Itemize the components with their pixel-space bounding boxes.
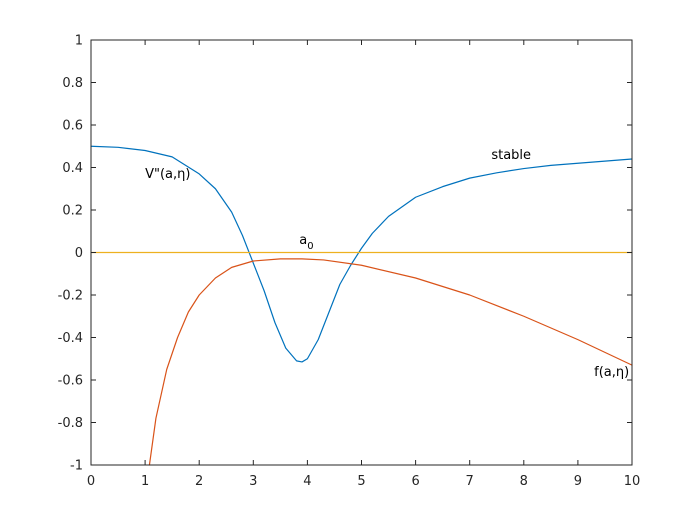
ticks-layer [90, 39, 633, 466]
y-tick-label: -0.4 [58, 331, 83, 346]
y-tick-label: -0.8 [58, 416, 83, 431]
annotation-label: f(a,η) [594, 365, 629, 380]
x-tick-label: 9 [574, 474, 582, 489]
y-tick-label: 0.2 [62, 204, 83, 219]
y-tick-label: -0.2 [58, 289, 83, 304]
x-tick-label: 2 [195, 474, 203, 489]
annotation-label: stable [491, 148, 531, 163]
series-v-double-prime-line [90, 145, 633, 363]
tick-labels-layer: 0 1 2 3 4 5 6 7 8 9 10 1 0.8 0.6 0.4 0.2 0 -0.2 -0.4 -0.6 -0… [58, 34, 641, 490]
y-tick-label: 0 [75, 246, 83, 261]
y-tick-label: 0.4 [62, 161, 83, 176]
y-tick-label: -1 [70, 459, 83, 474]
y-tick-label: 0.6 [62, 119, 83, 134]
series-f-line [148, 258, 633, 466]
annotation-label: V"(a,η) [145, 167, 190, 182]
x-tick-label: 10 [624, 474, 641, 489]
x-tick-label: 8 [520, 474, 528, 489]
x-tick-label: 0 [87, 474, 95, 489]
y-tick-label: 0.8 [62, 76, 83, 91]
x-tick-label: 5 [357, 474, 365, 489]
annotation-label: a0 [299, 233, 313, 252]
series-layer [90, 145, 633, 466]
y-tick-label: -0.6 [58, 374, 83, 389]
x-tick-label: 6 [411, 474, 419, 489]
y-tick-label: 1 [75, 34, 83, 49]
x-tick-label: 4 [303, 474, 311, 489]
annotations-layer: V"(a,η) stable a0 f(a,η) [145, 148, 629, 380]
x-tick-label: 1 [141, 474, 149, 489]
x-tick-label: 3 [249, 474, 257, 489]
x-tick-label: 7 [466, 474, 474, 489]
